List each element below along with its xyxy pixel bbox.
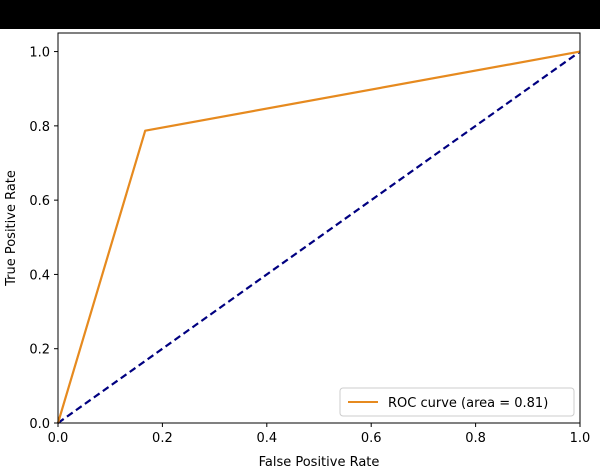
- legend-label: ROC curve (area = 0.81): [388, 396, 548, 411]
- y-tick-label: 0.6: [29, 194, 50, 209]
- y-tick-label: 0.4: [29, 268, 50, 283]
- x-axis-label: False Positive Rate: [259, 455, 380, 470]
- legend-box: [339, 387, 575, 417]
- y-axis-ticks: 0.0 0.2 0.4 0.6 0.8 1.0: [29, 46, 58, 432]
- top-bar: [0, 0, 600, 29]
- x-tick-label: 1.0: [570, 431, 591, 446]
- x-tick-label: 0.6: [361, 431, 382, 446]
- roc-curve-line: [56, 50, 581, 424]
- y-tick-label: 0.8: [29, 120, 50, 135]
- y-tick-label: 0.2: [29, 343, 50, 358]
- legend: ROC curve (area = 0.81): [339, 387, 575, 417]
- x-tick-label: 0.4: [256, 431, 277, 446]
- x-tick-label: 0.0: [48, 431, 69, 446]
- plot-frame: [57, 32, 581, 424]
- x-tick-label: 0.8: [465, 431, 486, 446]
- y-tick-label: 0.0: [29, 417, 50, 432]
- y-tick-label: 1.0: [29, 46, 50, 61]
- x-tick-label: 0.2: [152, 431, 173, 446]
- y-axis-label: True Positive Rate: [4, 170, 19, 287]
- chance-diagonal-line: [57, 50, 581, 424]
- x-axis-ticks: 0.0 0.2 0.4 0.6 0.8 1.0: [48, 423, 591, 446]
- plot-lines: [56, 50, 581, 424]
